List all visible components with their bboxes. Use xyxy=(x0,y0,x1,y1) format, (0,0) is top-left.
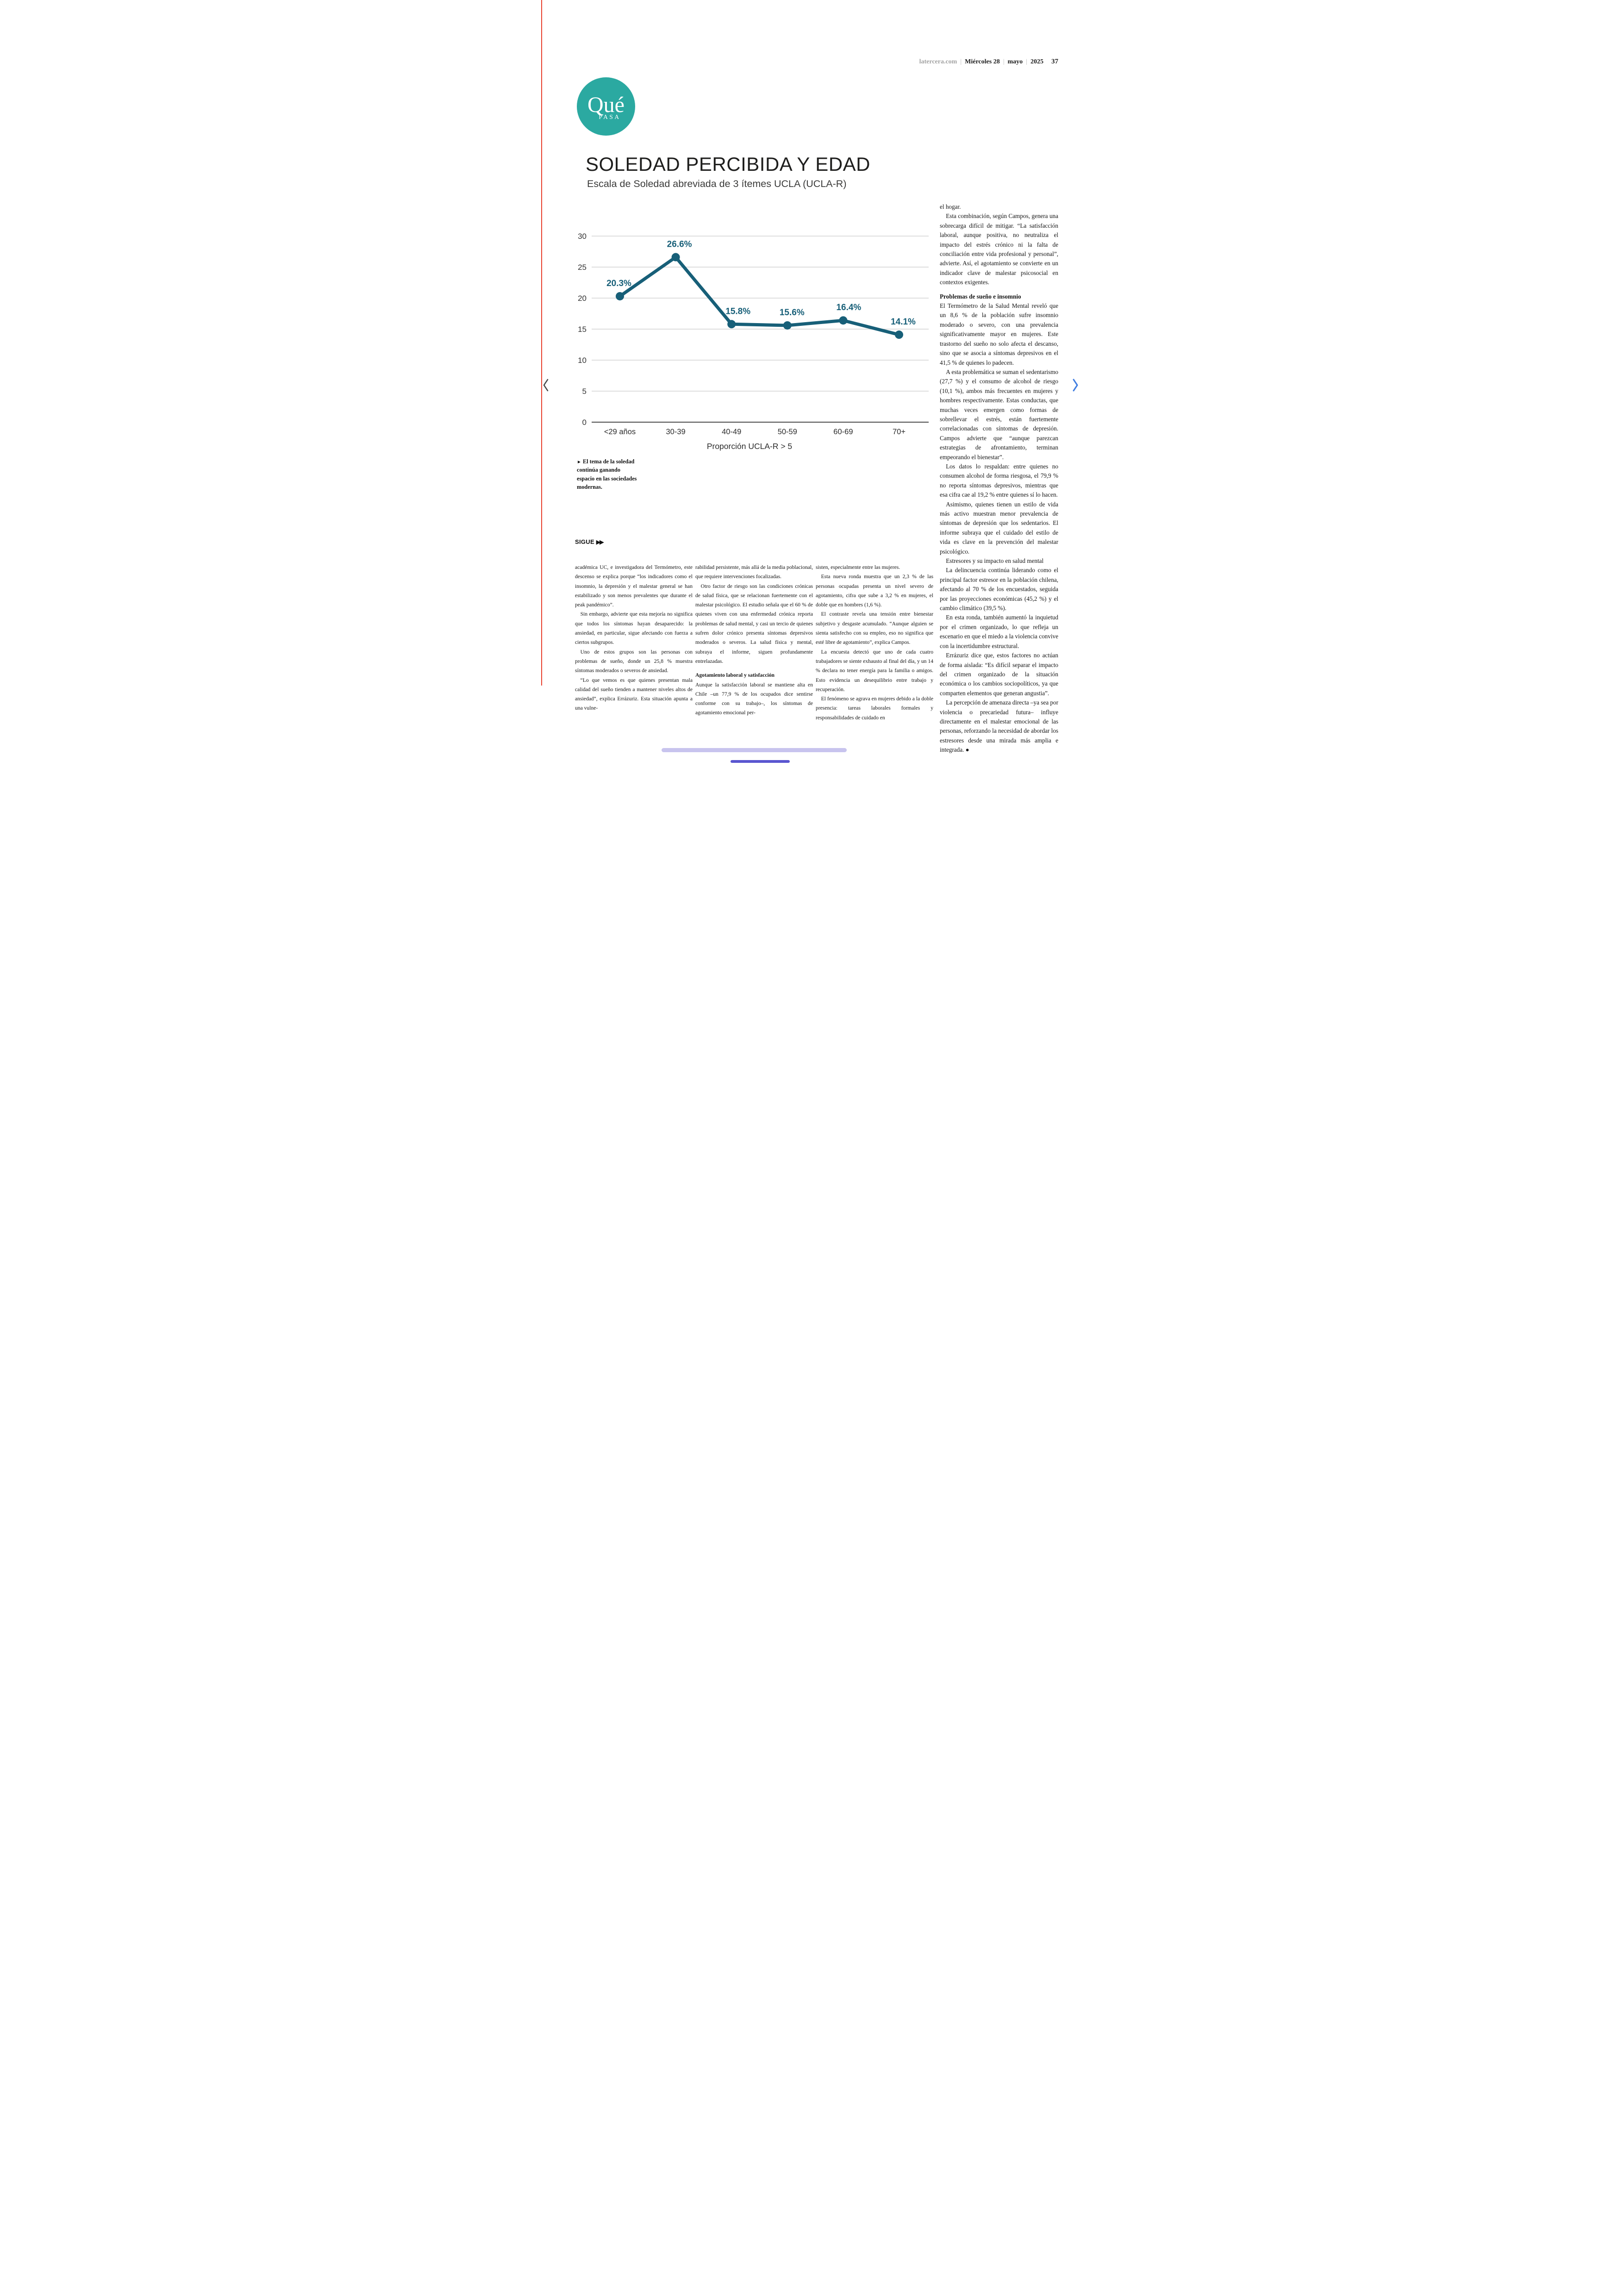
paragraph: La delincuencia continúa liderando como … xyxy=(940,567,1058,612)
paragraph: Esta nueva ronda muestra que un 2,3 % de… xyxy=(816,574,933,608)
paragraph: Estresores y su impacto en salud mental xyxy=(946,557,1044,565)
body-column-2: rabilidad persistente, más allá de la me… xyxy=(695,563,813,718)
x-tick-label: 30-39 xyxy=(666,428,685,436)
paragraph: Sin embargo, advierte que esta mejoría n… xyxy=(575,611,693,646)
site-url: latercera.com xyxy=(919,58,957,65)
y-tick-label: 0 xyxy=(582,418,587,427)
paragraph: La encuesta detectó que uno de cada cuat… xyxy=(816,649,933,692)
paragraph: Los datos lo respaldan: entre quienes no… xyxy=(940,462,1058,499)
paragraph: Aunque la satisfacción laboral se mantie… xyxy=(695,681,813,716)
paragraph: el hogar. xyxy=(940,203,961,210)
header-year: 2025 xyxy=(1031,58,1043,65)
sigue-arrows-icon: ▶▶ xyxy=(596,539,604,545)
caption-text: El tema de la soledad continúa ganando e… xyxy=(577,458,637,491)
y-tick-label: 10 xyxy=(578,356,587,365)
x-tick-label: 60-69 xyxy=(833,428,853,436)
y-tick-label: 25 xyxy=(578,263,587,272)
paragraph: A esta problemática se suman el sedentar… xyxy=(940,368,1058,461)
y-tick-label: 15 xyxy=(578,325,587,334)
paragraph: Otro factor de riesgo son las condicione… xyxy=(695,583,813,664)
y-tick-label: 5 xyxy=(582,387,587,396)
y-tick-label: 20 xyxy=(578,294,587,303)
chart-line xyxy=(618,256,901,337)
header-divider: | xyxy=(960,58,962,65)
chart-title: SOLEDAD PERCIBIDA Y EDAD xyxy=(586,153,870,175)
paragraph: “Lo que vemos es que quienes presentan m… xyxy=(575,677,693,711)
horizontal-scrollbar-track[interactable] xyxy=(662,748,847,752)
section-subhead: Problemas de sueño e insomnio xyxy=(940,293,1021,300)
body-column-right: el hogar. Esta combinación, según Campos,… xyxy=(940,202,1058,755)
header-date: Miércoles 28 xyxy=(965,58,1000,65)
paragraph: rabilidad persistente, más allá de la me… xyxy=(695,564,813,580)
body-column-3: sisten, especialmente entre las mujeres.… xyxy=(816,563,933,723)
chart-point xyxy=(783,321,792,330)
paragraph: El fenómeno se agrava en mujeres debido … xyxy=(816,696,933,721)
point-label: 26.6% xyxy=(667,240,692,249)
paragraph: Esta combinación, según Campos, genera u… xyxy=(940,212,1058,286)
paragraph: En esta ronda, también aumentó la inquie… xyxy=(940,614,1058,649)
paragraph: académica UC, e investigadora del Termóm… xyxy=(575,564,693,608)
header-month: mayo xyxy=(1007,58,1023,65)
chart-subtitle: Escala de Soledad abreviada de 3 ítemes … xyxy=(587,178,847,189)
point-label: 15.6% xyxy=(780,308,805,318)
x-tick-label: 50-59 xyxy=(778,428,797,436)
logo-text-pasa: PASA xyxy=(599,113,621,120)
paragraph: El Termómetro de la Salud Mental reveló … xyxy=(940,302,1058,366)
chart-point xyxy=(839,316,848,325)
chart-point xyxy=(671,253,680,262)
caption-arrow-icon: ► xyxy=(577,460,581,465)
continues-marker: SIGUE ▶▶ xyxy=(575,538,604,545)
age-loneliness-line-chart: 30 25 20 15 10 5 0 <29 años 30-39 40-49 50-59 60-69… xyxy=(578,232,929,451)
paragraph: La percepción de amenaza directa –ya sea… xyxy=(940,699,1058,754)
point-label: 15.8% xyxy=(725,306,750,316)
paragraph: Uno de estos grupos son las personas con… xyxy=(575,649,693,674)
body-column-1: académica UC, e investigadora del Termóm… xyxy=(575,563,693,713)
chevron-left-icon[interactable] xyxy=(542,378,550,393)
x-tick-label: 40-49 xyxy=(722,428,741,436)
chart-point xyxy=(616,292,624,300)
chevron-right-icon[interactable] xyxy=(1072,378,1079,393)
paragraph: El contraste revela una tensión entre bi… xyxy=(816,611,933,646)
logo-text-que: Qué xyxy=(587,92,625,117)
point-label: 16.4% xyxy=(836,303,861,312)
quepasa-logo: Qué PASA xyxy=(577,77,635,136)
page-header: latercera.com | Miércoles 28 | mayo | 20… xyxy=(919,58,1058,66)
page-edge-accent xyxy=(541,0,542,686)
point-label: 14.1% xyxy=(891,317,916,327)
paragraph: Errázuriz dice que, estos factores no ac… xyxy=(940,652,1058,697)
header-divider: | xyxy=(1003,58,1005,65)
chart-point xyxy=(727,320,736,329)
sigue-label: SIGUE xyxy=(575,538,594,545)
header-divider: | xyxy=(1026,58,1027,65)
chart-point xyxy=(895,331,903,339)
newspaper-page: latercera.com | Miércoles 28 | mayo | 20… xyxy=(541,0,1083,765)
x-tick-label: <29 años xyxy=(604,428,636,436)
horizontal-scrollbar-thumb[interactable] xyxy=(731,760,790,763)
y-tick-label: 30 xyxy=(578,232,587,241)
section-subhead: Agotamiento laboral y satisfacción xyxy=(695,672,775,679)
paragraph: Asimismo, quienes tienen un estilo de vi… xyxy=(940,500,1058,555)
x-tick-label: 70+ xyxy=(893,428,906,436)
point-label: 20.3% xyxy=(606,279,631,288)
page-number: 37 xyxy=(1051,58,1058,65)
x-axis-title: Proporción UCLA-R > 5 xyxy=(707,442,792,451)
paragraph: sisten, especialmente entre las mujeres. xyxy=(816,564,900,570)
chart-caption: ► El tema de la soledad continúa ganando… xyxy=(577,457,638,492)
